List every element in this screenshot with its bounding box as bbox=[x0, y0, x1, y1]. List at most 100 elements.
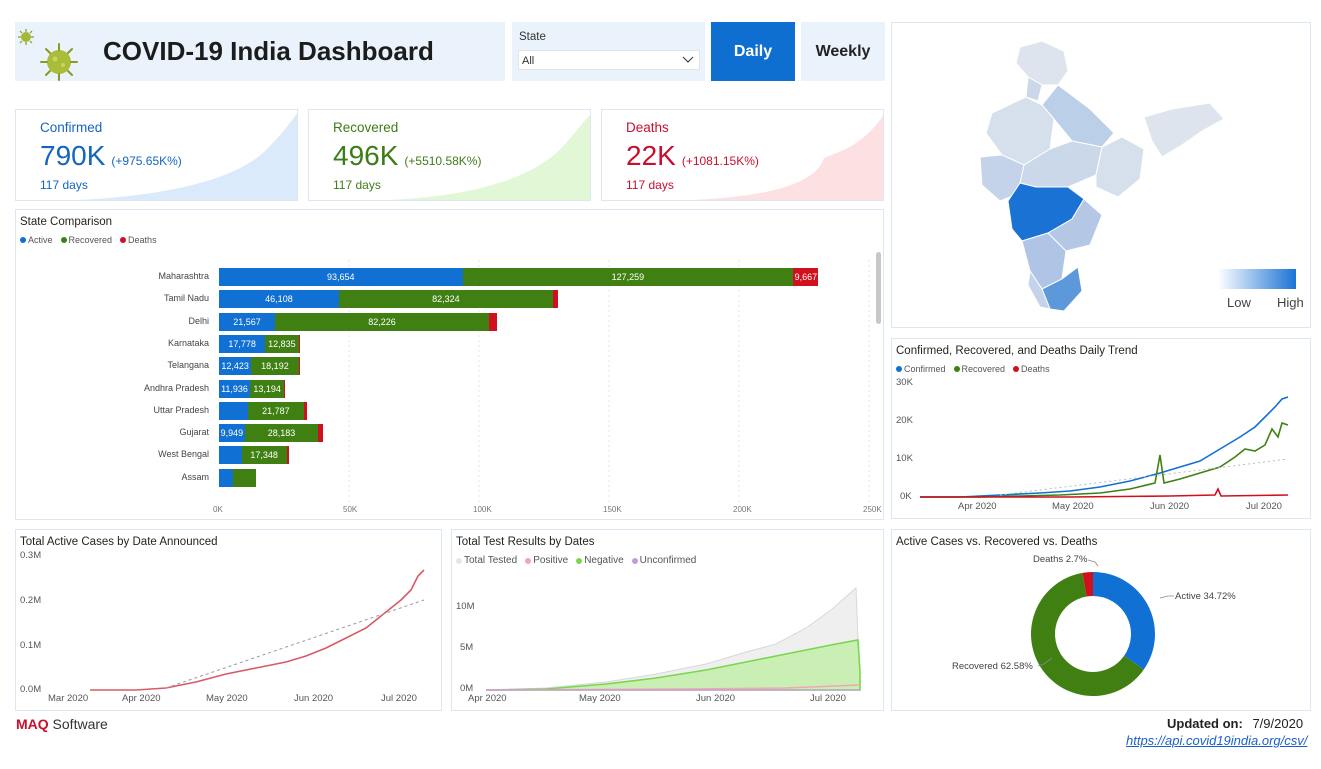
brand-software: Software bbox=[48, 716, 108, 732]
page-title: COVID-19 India Dashboard bbox=[103, 36, 434, 66]
active-segment[interactable]: 9,949 bbox=[219, 424, 245, 443]
confirmed-sparkline bbox=[76, 113, 297, 200]
legend-recovered[interactable]: Recovered bbox=[60, 235, 112, 245]
state-row[interactable]: Assam bbox=[16, 468, 878, 487]
test-results-legend: Total Tested Positive Negative Unconfirm… bbox=[456, 555, 696, 566]
deaths-segment[interactable] bbox=[298, 357, 300, 376]
active-segment[interactable]: 93,654 bbox=[219, 268, 463, 286]
recovered-segment[interactable]: 21,787 bbox=[247, 401, 305, 420]
ac-x-may: May 2020 bbox=[206, 693, 248, 704]
test-results-title: Total Test Results by Dates bbox=[456, 536, 595, 548]
state-row[interactable]: Uttar Pradesh 21,787 bbox=[16, 401, 878, 420]
state-row[interactable]: West Bengal 17,348 bbox=[16, 446, 878, 465]
state-label: West Bengal bbox=[158, 449, 209, 460]
state-row[interactable]: Delhi 21,567 82,226 bbox=[16, 312, 878, 331]
state-dropdown[interactable]: All bbox=[518, 50, 700, 70]
donut-label-deaths: Deaths 2.7% bbox=[1033, 554, 1088, 565]
state-label: Uttar Pradesh bbox=[153, 404, 209, 415]
kpi-deaths-change: (+1081.15K%) bbox=[681, 154, 759, 168]
donut-chart[interactable] bbox=[892, 530, 1312, 712]
map-region-northeast[interactable] bbox=[1143, 102, 1225, 158]
daily-trend-chart[interactable] bbox=[920, 379, 1292, 501]
daily-button[interactable]: Daily bbox=[711, 22, 795, 81]
state-comparison-panel: State Comparison Active Recovered Deaths… bbox=[15, 209, 884, 520]
recovered-segment[interactable]: 18,192 bbox=[251, 357, 299, 376]
map-region-punjab[interactable] bbox=[1025, 76, 1043, 102]
map-region-north[interactable] bbox=[1015, 40, 1069, 86]
ac-y-03: 0.3M bbox=[20, 550, 42, 561]
active-segment[interactable]: 46,108 bbox=[219, 290, 339, 309]
active-cases-chart[interactable] bbox=[56, 554, 436, 694]
kpi-confirmed-change: (+975.65K%) bbox=[111, 154, 182, 168]
deaths-segment[interactable] bbox=[488, 312, 498, 331]
kpi-recovered[interactable]: Recovered 496K (+5510.58K%) 117 days bbox=[308, 109, 591, 201]
active-cases-title: Total Active Cases by Date Announced bbox=[20, 536, 218, 548]
state-label: Delhi bbox=[188, 315, 209, 326]
state-row[interactable]: Karnataka 17,778 12,835 bbox=[16, 334, 878, 353]
legend-positive[interactable]: Positive bbox=[525, 555, 568, 566]
map-region-east[interactable] bbox=[1095, 136, 1145, 198]
legend-total-tested[interactable]: Total Tested bbox=[456, 555, 517, 566]
active-segment[interactable] bbox=[219, 446, 242, 465]
deaths-segment[interactable] bbox=[552, 290, 558, 309]
legend-confirmed[interactable]: Confirmed bbox=[896, 364, 946, 374]
state-label: Andhra Pradesh bbox=[143, 382, 209, 393]
state-row[interactable]: Telangana 12,423 18,192 bbox=[16, 357, 878, 376]
state-row[interactable]: Maharashtra 93,654 127,259 9,667 bbox=[16, 268, 878, 286]
state-row[interactable]: Gujarat 9,949 28,183 bbox=[16, 424, 878, 443]
active-segment[interactable] bbox=[219, 468, 233, 487]
scrollbar[interactable] bbox=[876, 252, 881, 324]
recovered-segment[interactable]: 82,226 bbox=[275, 312, 489, 331]
state-label: Gujarat bbox=[179, 427, 209, 438]
kpi-confirmed[interactable]: Confirmed 790K (+975.65K%) 117 days bbox=[15, 109, 298, 201]
weekly-button[interactable]: Weekly bbox=[801, 22, 885, 81]
active-segment[interactable]: 21,567 bbox=[219, 312, 276, 331]
legend-unconfirmed[interactable]: Unconfirmed bbox=[631, 555, 696, 566]
test-results-chart[interactable] bbox=[486, 580, 866, 692]
deaths-segment[interactable] bbox=[318, 424, 324, 443]
ac-y-01: 0.1M bbox=[20, 640, 42, 651]
india-map[interactable] bbox=[972, 37, 1232, 317]
active-segment[interactable]: 11,936 bbox=[219, 379, 251, 398]
donut-slice-recovered[interactable] bbox=[1031, 572, 1144, 696]
source-link[interactable]: https://api.covid19india.org/csv/ bbox=[1126, 733, 1308, 748]
state-row[interactable]: Andhra Pradesh 11,936 13,194 bbox=[16, 379, 878, 398]
confirmed-line bbox=[920, 396, 1289, 498]
active-segment[interactable]: 17,778 bbox=[219, 334, 266, 353]
deaths-segment[interactable] bbox=[304, 401, 307, 420]
map-region-kerala[interactable] bbox=[1027, 269, 1051, 310]
donut-title: Active Cases vs. Recovered vs. Deaths bbox=[896, 536, 1098, 548]
brand-maq: MAQ bbox=[16, 716, 49, 732]
deaths-segment[interactable] bbox=[298, 334, 300, 353]
tr-y-0m: 0M bbox=[460, 683, 474, 694]
deaths-segment[interactable]: 9,667 bbox=[793, 268, 819, 286]
active-segment[interactable]: 12,423 bbox=[219, 357, 252, 376]
recovered-segment[interactable]: 82,324 bbox=[338, 290, 553, 309]
recovered-segment[interactable]: 127,259 bbox=[462, 268, 794, 286]
state-row[interactable]: Tamil Nadu 46,108 82,324 bbox=[16, 290, 878, 309]
deaths-segment[interactable] bbox=[284, 379, 286, 398]
active-value: 46,108 bbox=[265, 294, 293, 305]
recovered-segment[interactable] bbox=[232, 468, 257, 487]
legend-recovered[interactable]: Recovered bbox=[953, 364, 1005, 374]
kpi-deaths-value: 22K (+1081.15K%) bbox=[626, 140, 759, 171]
legend-negative[interactable]: Negative bbox=[576, 555, 624, 566]
axis-tick: 0K bbox=[213, 505, 223, 514]
recovered-segment[interactable]: 28,183 bbox=[244, 424, 319, 443]
recovered-segment[interactable]: 12,835 bbox=[265, 334, 299, 353]
donut-slice-active[interactable] bbox=[1093, 572, 1155, 670]
state-comparison-title: State Comparison bbox=[20, 216, 113, 228]
deaths-segment[interactable] bbox=[286, 446, 289, 465]
tr-y-10m: 10M bbox=[456, 601, 475, 612]
kpi-deaths[interactable]: Deaths 22K (+1081.15K%) 117 days bbox=[601, 109, 884, 201]
recovered-segment[interactable]: 17,348 bbox=[241, 446, 287, 465]
state-label: Tamil Nadu bbox=[163, 293, 209, 304]
map-region-up[interactable] bbox=[1041, 84, 1115, 148]
legend-active[interactable]: Active bbox=[20, 235, 53, 245]
legend-deaths[interactable]: Deaths bbox=[120, 235, 157, 245]
legend-deaths[interactable]: Deaths bbox=[1013, 364, 1050, 374]
recovered-segment[interactable]: 13,194 bbox=[250, 379, 285, 398]
donut-slice-deaths[interactable] bbox=[1082, 572, 1093, 597]
state-label: Assam bbox=[181, 471, 209, 482]
active-segment[interactable] bbox=[219, 401, 248, 420]
